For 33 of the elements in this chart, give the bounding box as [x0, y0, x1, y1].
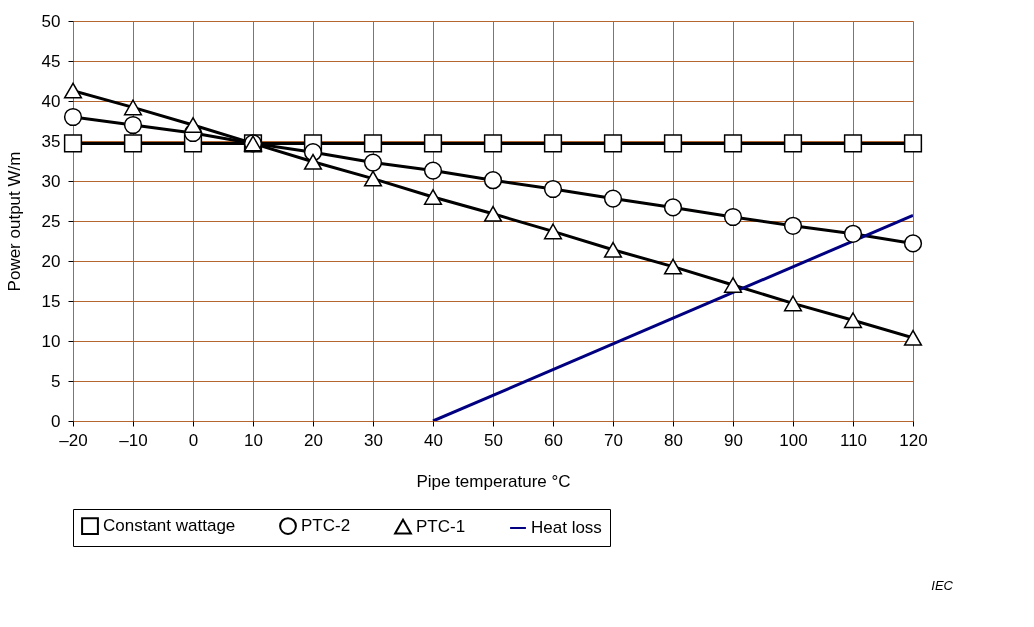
x-tick-label: 60	[544, 430, 563, 450]
y-tick-label: 40	[41, 91, 61, 111]
x-tick-label: –10	[119, 430, 148, 450]
y-tick-label: 50	[41, 11, 61, 31]
legend-label: PTC-1	[416, 516, 466, 536]
x-tick-label: 80	[664, 430, 683, 450]
y-tick-label: 35	[41, 131, 61, 151]
x-axis-title: Pipe temperature °C	[416, 471, 571, 491]
y-tick-label: 45	[41, 51, 61, 71]
legend-label: Constant wattage	[103, 516, 236, 536]
y-tick-label: 10	[41, 331, 61, 351]
y-tick-label: 0	[51, 411, 61, 431]
y-tick-label: 30	[41, 171, 61, 191]
legend-label: Heat loss	[531, 518, 602, 537]
y-tick-label: 15	[41, 291, 61, 311]
x-tick-label: 50	[484, 430, 503, 450]
x-tick-label: 70	[604, 430, 623, 450]
text: IEC	[931, 578, 954, 593]
x-tick-label: 30	[364, 430, 383, 450]
x-tick-label: 40	[424, 430, 443, 450]
x-tick-label: 110	[839, 430, 868, 450]
y-axis-title: Power output W/m	[4, 151, 24, 292]
legend-label: PTC-2	[301, 516, 351, 536]
x-tick-label: 20	[304, 430, 323, 450]
x-tick-label: 90	[724, 430, 743, 450]
x-tick-label: 0	[188, 430, 199, 450]
x-tick-label: 120	[899, 430, 928, 450]
x-tick-label: 100	[779, 430, 808, 450]
x-tick-label: –20	[59, 430, 88, 450]
y-tick-label: 20	[41, 251, 61, 271]
y-tick-label: 25	[41, 211, 61, 231]
x-tick-label: 10	[244, 430, 263, 450]
y-tick-label: 5	[51, 371, 61, 391]
